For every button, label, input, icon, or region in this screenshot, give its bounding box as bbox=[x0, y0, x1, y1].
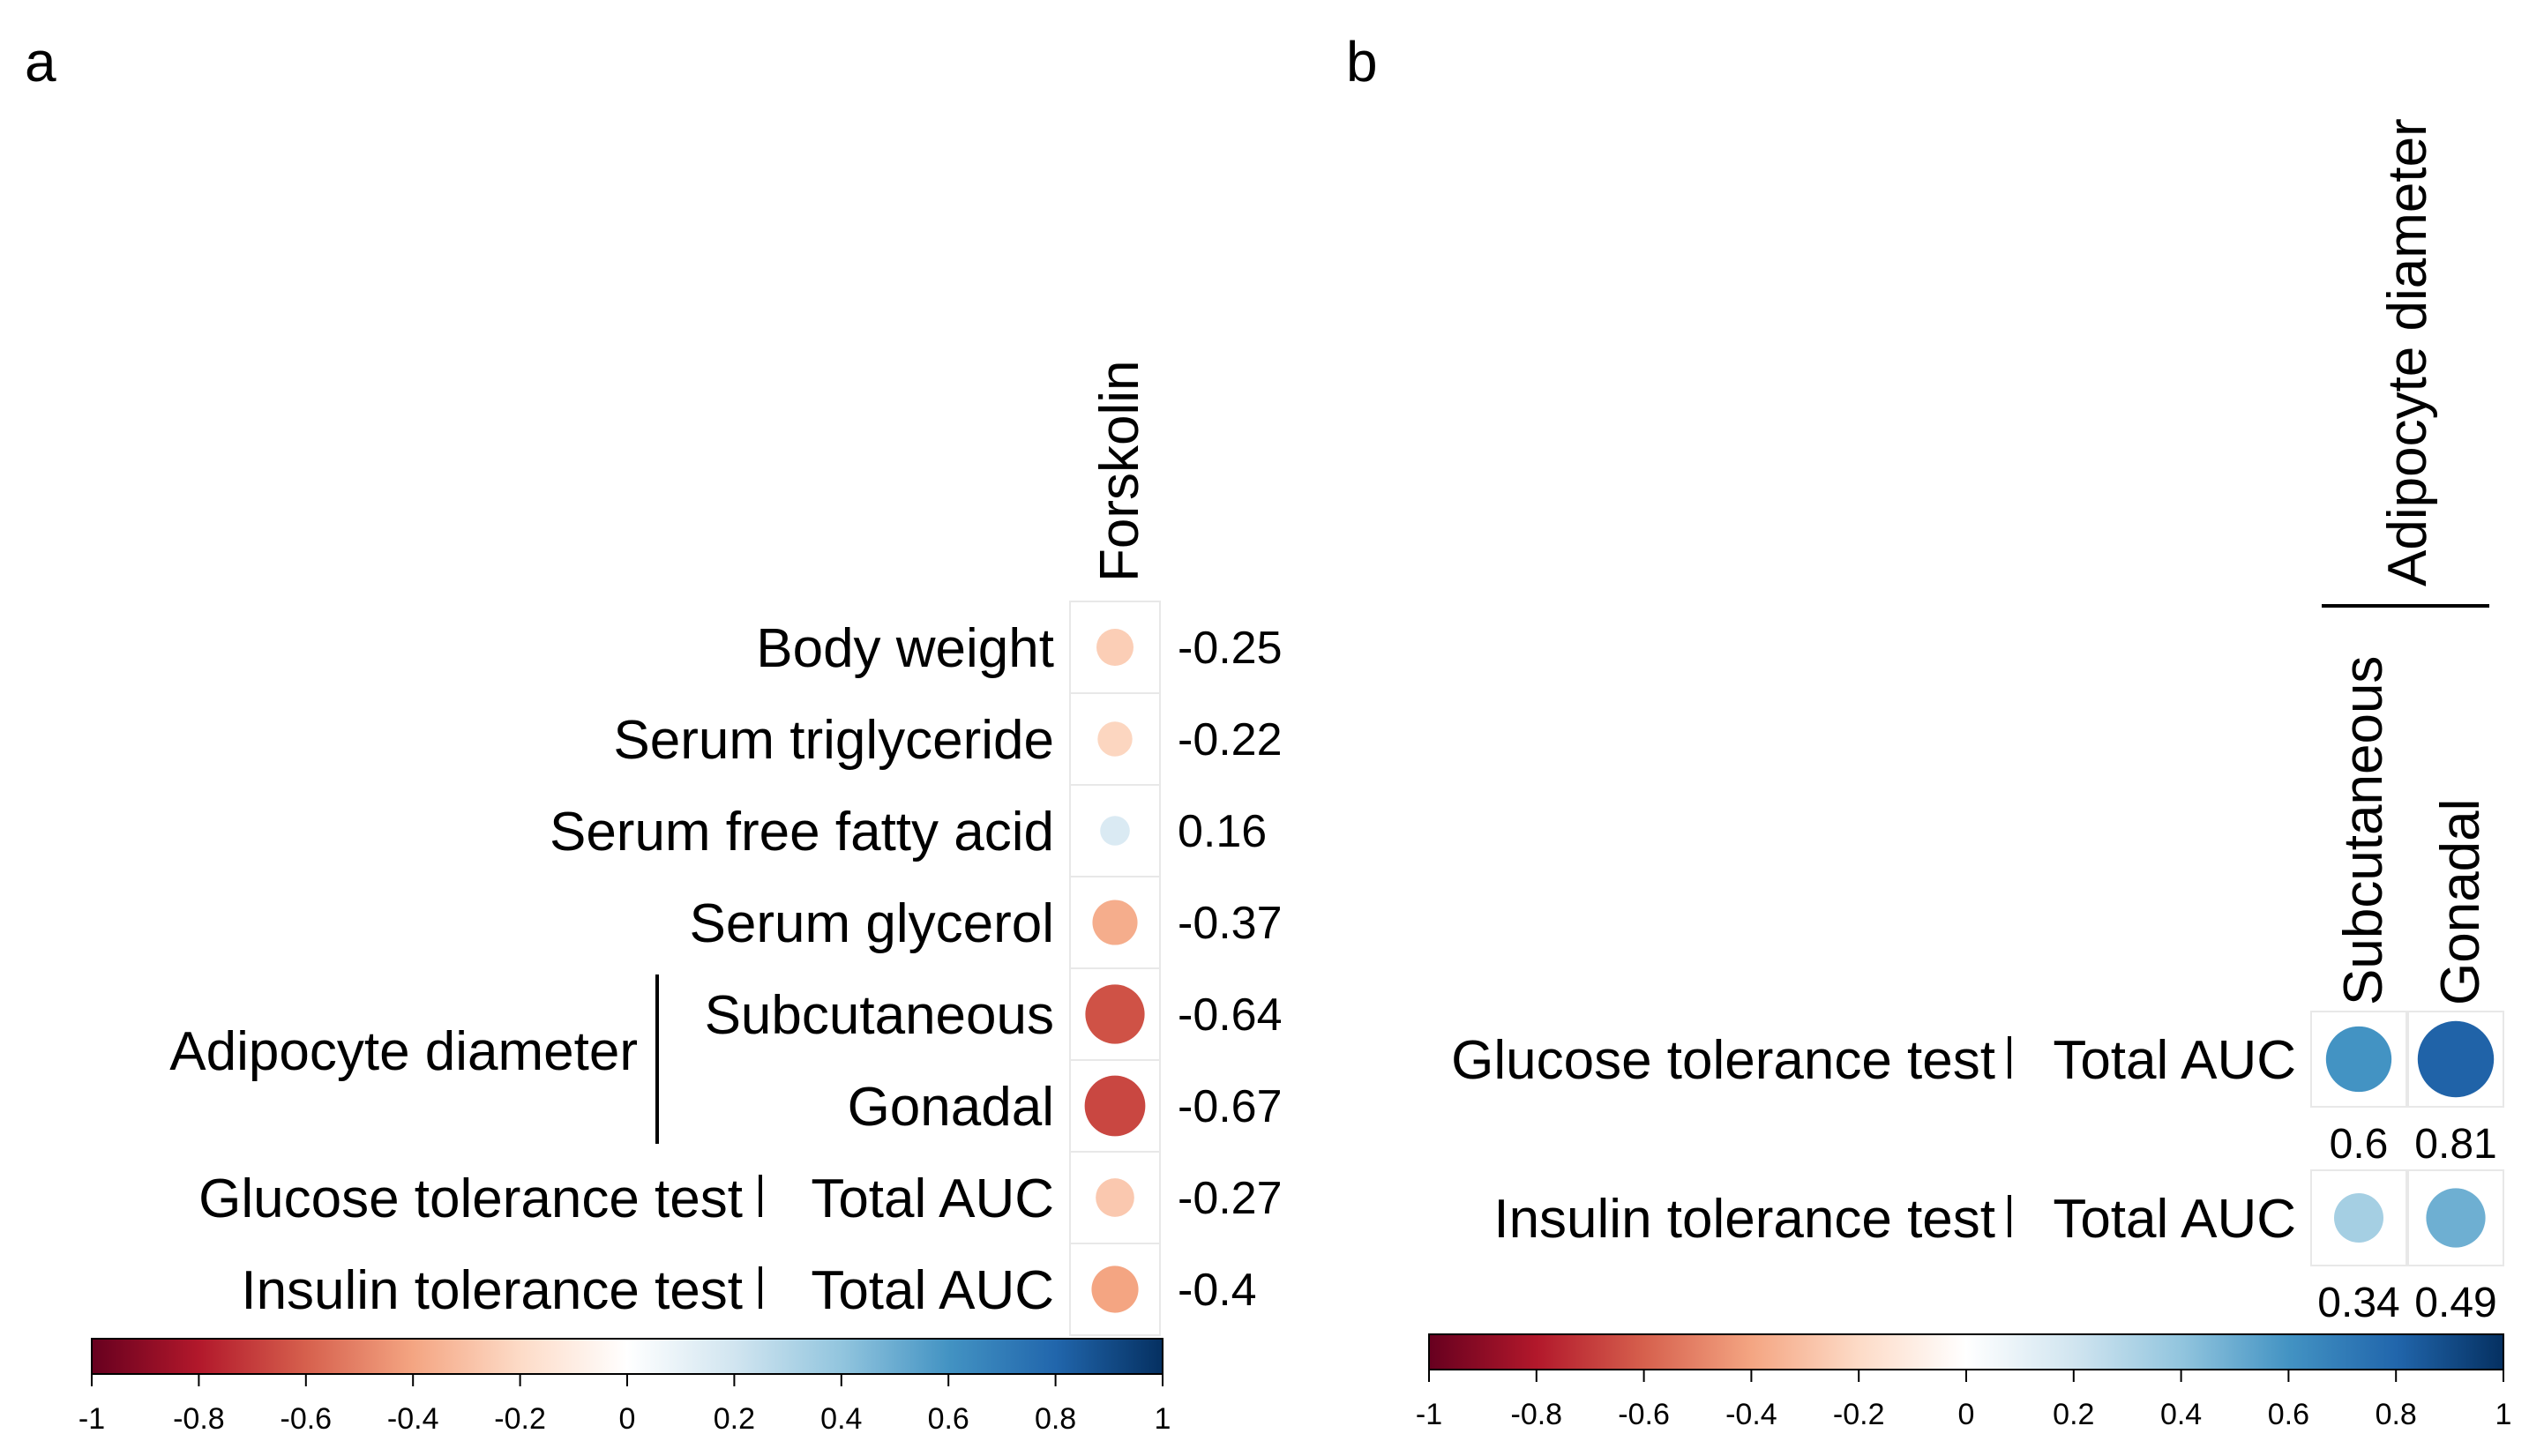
correlation-circle bbox=[2426, 1188, 2486, 1248]
value-label: -0.37 bbox=[1178, 898, 1283, 949]
panel-b-correlation-plot: Adipocyte diameter Subcutaneous Gonadal … bbox=[1416, 118, 2512, 1431]
value-label: 0.6 bbox=[2330, 1121, 2389, 1168]
correlation-circle bbox=[1096, 629, 1134, 666]
cell-bg bbox=[1069, 1243, 1161, 1336]
correlation-circle bbox=[1091, 1266, 1139, 1313]
row-label: Glucose tolerance test bbox=[198, 1169, 743, 1229]
value-label: -0.22 bbox=[1178, 714, 1283, 765]
value-label: -0.67 bbox=[1178, 1081, 1283, 1132]
row-label: Body weight bbox=[756, 618, 1054, 679]
correlation-circle bbox=[2325, 1026, 2392, 1093]
colorbar-tick-label: -0.8 bbox=[173, 1402, 225, 1436]
column-label-forskolin: Forskolin bbox=[1089, 360, 1150, 582]
colorbar-tick-label: -0.2 bbox=[1833, 1398, 1885, 1431]
value-label: -0.64 bbox=[1178, 989, 1283, 1041]
colorbar-tick-label: -0.4 bbox=[387, 1402, 439, 1436]
row-sublabel: Total AUC bbox=[811, 1169, 1054, 1229]
value-label: 0.34 bbox=[2317, 1280, 2399, 1326]
colorbar-tick-label: 1 bbox=[1155, 1402, 1171, 1436]
panel-letter-a: a bbox=[25, 30, 56, 93]
row-sublabel: Total AUC bbox=[811, 1260, 1054, 1321]
row-sublabel: Total AUC bbox=[2053, 1030, 2296, 1091]
row-label: Serum free fatty acid bbox=[550, 802, 1054, 862]
row-label: Serum triglyceride bbox=[613, 710, 1054, 771]
colorbar-tick-label: -0.4 bbox=[1725, 1398, 1777, 1431]
colorbar-tick-label: 0.4 bbox=[2160, 1398, 2202, 1431]
panel-letter-b: b bbox=[1346, 30, 1378, 93]
panel-a-row-labels: Body weight Serum triglyceride Serum free … bbox=[198, 618, 1054, 1321]
colorbar-tick-label: 1 bbox=[2495, 1398, 2512, 1431]
panel-a-colorbar: -1 -0.8 -0.6 -0.4 -0.2 0 0.2 0.4 0.6 0.8 1 bbox=[79, 1338, 1171, 1436]
colorbar-tick-label: -1 bbox=[1416, 1398, 1442, 1431]
colorbar-tick-label: -0.6 bbox=[1618, 1398, 1670, 1431]
row-label: Insulin tolerance test bbox=[1493, 1189, 1995, 1250]
colorbar-tick-label: 0.2 bbox=[714, 1402, 755, 1436]
correlation-circle bbox=[2334, 1193, 2383, 1243]
correlation-circle bbox=[1085, 984, 1145, 1044]
value-label: -0.27 bbox=[1178, 1173, 1283, 1224]
row-label: Subcutaneous bbox=[705, 985, 1054, 1046]
row-label: Serum glycerol bbox=[690, 893, 1054, 954]
row-label: Glucose tolerance test bbox=[1451, 1030, 1995, 1091]
row-sublabel: Total AUC bbox=[2053, 1189, 2296, 1250]
column-label-subcutaneous: Subcutaneous bbox=[2333, 656, 2394, 1005]
column-label-gonadal: Gonadal bbox=[2430, 799, 2491, 1005]
colorbar-tick-label: -0.6 bbox=[281, 1402, 333, 1436]
value-label: 0.49 bbox=[2414, 1280, 2496, 1326]
panel-b-row-labels: Total AUC Glucose tolerance test Total AUC… bbox=[1451, 1030, 2296, 1250]
panel-a-correlation-plot: Forskolin -0.25-0.220.16-0.37-0.64-0.67-… bbox=[79, 360, 1283, 1436]
panel-b-colorbar: -1 -0.8 -0.6 -0.4 -0.2 0 0.2 0.4 0.6 0.8 1 bbox=[1416, 1333, 2512, 1431]
colorbar-tick-label: 0.8 bbox=[2376, 1398, 2417, 1431]
value-label: 0.16 bbox=[1178, 806, 1267, 857]
colorbar-tick-label: 0 bbox=[1958, 1398, 1975, 1431]
correlation-circle bbox=[1084, 1075, 1146, 1137]
row-group-label-adipocyte-diameter: Adipocyte diameter bbox=[169, 1021, 638, 1082]
colorbar-tick-label: 0.6 bbox=[928, 1402, 969, 1436]
colorbar-tick-label: 0.6 bbox=[2268, 1398, 2309, 1431]
correlation-circle bbox=[1092, 900, 1138, 945]
correlation-circle bbox=[1096, 1178, 1134, 1217]
colorbar bbox=[91, 1338, 1163, 1375]
colorbar-tick-label: 0.2 bbox=[2053, 1398, 2094, 1431]
colorbar-tick-label: 0.4 bbox=[820, 1402, 862, 1436]
row-label: Gonadal bbox=[848, 1077, 1054, 1138]
panel-b-cells: 0.6 0.81 0.34 0.49 bbox=[2310, 1011, 2504, 1326]
colorbar bbox=[1428, 1333, 2504, 1370]
correlation-circle bbox=[1097, 721, 1133, 757]
colorbar-tick-label: -0.8 bbox=[1511, 1398, 1563, 1431]
value-label: 0.81 bbox=[2414, 1121, 2496, 1168]
value-label: -0.4 bbox=[1178, 1265, 1257, 1316]
colorbar-tick-label: -0.2 bbox=[494, 1402, 546, 1436]
correlation-circle bbox=[1100, 816, 1130, 846]
colorbar-tick-label: 0.8 bbox=[1035, 1402, 1076, 1436]
correlation-circle bbox=[2417, 1020, 2495, 1098]
panel-a-cells: -0.25 -0.22 0.16 -0.37 -0.64 -0.67 -0.27 -0.4 bbox=[1069, 601, 1283, 1336]
colorbar-tick-label: -1 bbox=[79, 1402, 105, 1436]
colorbar-tick-label: 0 bbox=[619, 1402, 636, 1436]
value-label: -0.25 bbox=[1178, 623, 1283, 674]
row-label: Insulin tolerance test bbox=[241, 1260, 743, 1321]
column-group-label-adipocyte-diameter: Adipocyte diameter bbox=[2377, 118, 2438, 586]
